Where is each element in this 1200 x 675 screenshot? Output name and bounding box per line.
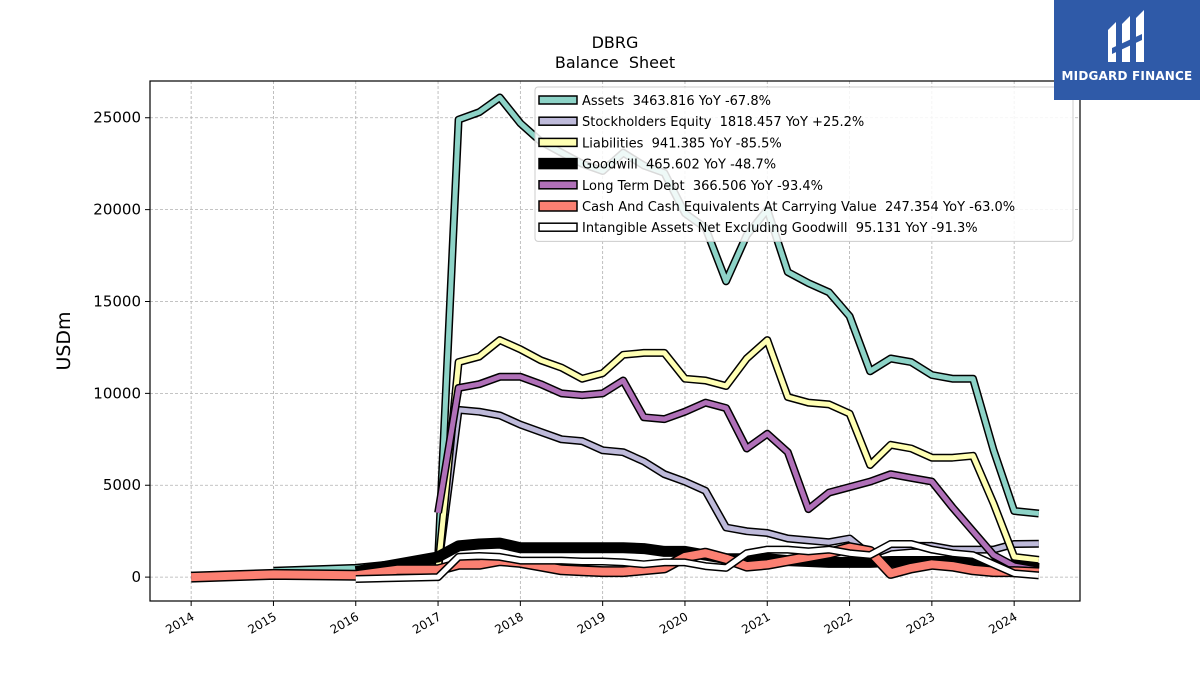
x-tick-label: 2024 bbox=[986, 609, 1019, 636]
legend-label: Cash And Cash Equivalents At Carrying Va… bbox=[582, 200, 1015, 215]
series-layer bbox=[191, 93, 1040, 583]
legend-box bbox=[534, 86, 1074, 242]
series-liabilities bbox=[434, 336, 1040, 570]
series-outline bbox=[434, 372, 1040, 575]
y-axis-label: USDm bbox=[53, 311, 75, 370]
x-tick-label: 2019 bbox=[575, 609, 608, 636]
y-tick-label: 10000 bbox=[93, 384, 141, 402]
x-tick-label: 2015 bbox=[245, 609, 278, 636]
chart-subtitle: Balance Sheet bbox=[555, 53, 675, 72]
x-tick-label: 2020 bbox=[657, 609, 690, 636]
legend-label: Goodwill 465.602 YoY -48.7% bbox=[582, 158, 776, 173]
series-long-term-debt bbox=[434, 372, 1040, 575]
y-tick-label: 0 bbox=[131, 568, 141, 586]
legend-label: Stockholders Equity 1818.457 YoY +25.2% bbox=[582, 115, 864, 130]
legend-swatch bbox=[538, 116, 578, 126]
legend-label: Liabilities 941.385 YoY -85.5% bbox=[582, 136, 782, 151]
x-tick-label: 2021 bbox=[739, 609, 772, 636]
brand-logo: MIDGARD FINANCE bbox=[1054, 0, 1200, 100]
legend-swatch bbox=[538, 157, 578, 170]
x-tick-label: 2022 bbox=[822, 609, 855, 636]
legend: Assets 3463.816 YoY -67.8% Stockholders E… bbox=[534, 86, 1074, 242]
plot-frame bbox=[149, 80, 1081, 602]
legend-swatch bbox=[538, 137, 578, 148]
series-cash-and-cash-equivalents-at-carrying-value bbox=[191, 542, 1040, 583]
brand-mark-icon bbox=[1108, 10, 1144, 62]
x-tick-label: 2016 bbox=[328, 609, 361, 636]
series-line bbox=[435, 337, 1040, 570]
legend-swatch bbox=[538, 95, 578, 105]
x-tick-label: 2023 bbox=[904, 609, 937, 636]
legend-label: Intangible Assets Net Excluding Goodwill… bbox=[582, 221, 978, 236]
legend-swatch bbox=[538, 180, 578, 190]
series-intangible-assets-net-excluding-goodwill bbox=[355, 540, 1040, 583]
y-tick-label: 20000 bbox=[93, 201, 141, 219]
chart-title: DBRG bbox=[592, 33, 639, 52]
legend-label: Assets 3463.816 YoY -67.8% bbox=[582, 94, 771, 109]
brand-name: MIDGARD FINANCE bbox=[1061, 69, 1193, 83]
y-tick-label: 25000 bbox=[93, 109, 141, 127]
series-line bbox=[191, 543, 1039, 582]
series-assets bbox=[273, 93, 1040, 575]
y-tick-label: 5000 bbox=[103, 476, 141, 494]
series-line bbox=[273, 95, 1040, 574]
x-tick-label: 2018 bbox=[492, 609, 525, 636]
legend-label: Long Term Debt 366.506 YoY -93.4% bbox=[582, 179, 823, 194]
x-tick-label: 2017 bbox=[410, 609, 443, 636]
series-line bbox=[355, 541, 1040, 582]
series-line bbox=[435, 374, 1040, 573]
x-tick-label: 2014 bbox=[163, 609, 196, 636]
y-tick-label: 15000 bbox=[93, 292, 141, 310]
legend-swatch bbox=[538, 200, 578, 212]
legend-swatch bbox=[538, 222, 578, 232]
